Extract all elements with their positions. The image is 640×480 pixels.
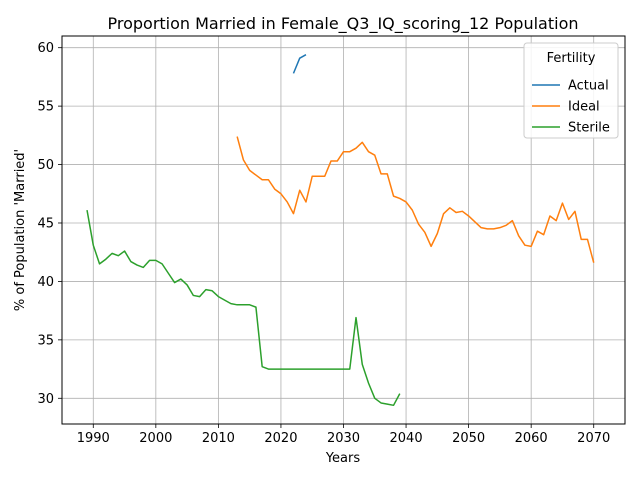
legend-label-ideal: Ideal	[568, 100, 600, 115]
y-axis-label: % of Population 'Married'	[13, 149, 28, 311]
legend-label-actual: Actual	[568, 79, 609, 94]
x-axis-label: Years	[325, 451, 361, 466]
x-tick-label: 2040	[390, 431, 423, 446]
x-tick-label: 2060	[515, 431, 548, 446]
y-tick-label: 35	[37, 333, 54, 348]
legend-title: Fertility	[547, 51, 596, 66]
x-tick-label: 1990	[77, 431, 110, 446]
y-tick-label: 45	[37, 216, 54, 231]
x-tick-label: 2000	[139, 431, 172, 446]
series-line-sterile	[86, 209, 401, 407]
series-lines	[86, 54, 595, 407]
x-tick-label: 2020	[264, 431, 297, 446]
y-axis: 30 35 40 45 50 55 60	[37, 41, 62, 407]
y-tick-label: 40	[37, 275, 54, 290]
y-tick-label: 60	[37, 41, 54, 56]
grid	[62, 36, 625, 424]
legend-box	[523, 42, 619, 139]
x-axis: 1990 2000 2010 2020 2030 2040 2050 2060 2070	[77, 424, 610, 446]
chart-title: Proportion Married in Female_Q3_IQ_scori…	[107, 14, 578, 34]
legend: Fertility Actual Ideal Sterile	[523, 42, 619, 139]
legend-label-sterile: Sterile	[568, 121, 610, 136]
x-tick-label: 2050	[452, 431, 485, 446]
x-tick-label: 2010	[202, 431, 235, 446]
y-tick-label: 50	[37, 158, 54, 173]
series-line-actual	[292, 54, 307, 74]
y-tick-label: 30	[37, 392, 54, 407]
x-tick-label: 2030	[327, 431, 360, 446]
x-tick-label: 2070	[577, 431, 610, 446]
y-tick-label: 55	[37, 100, 54, 115]
series-line-ideal	[236, 136, 595, 263]
